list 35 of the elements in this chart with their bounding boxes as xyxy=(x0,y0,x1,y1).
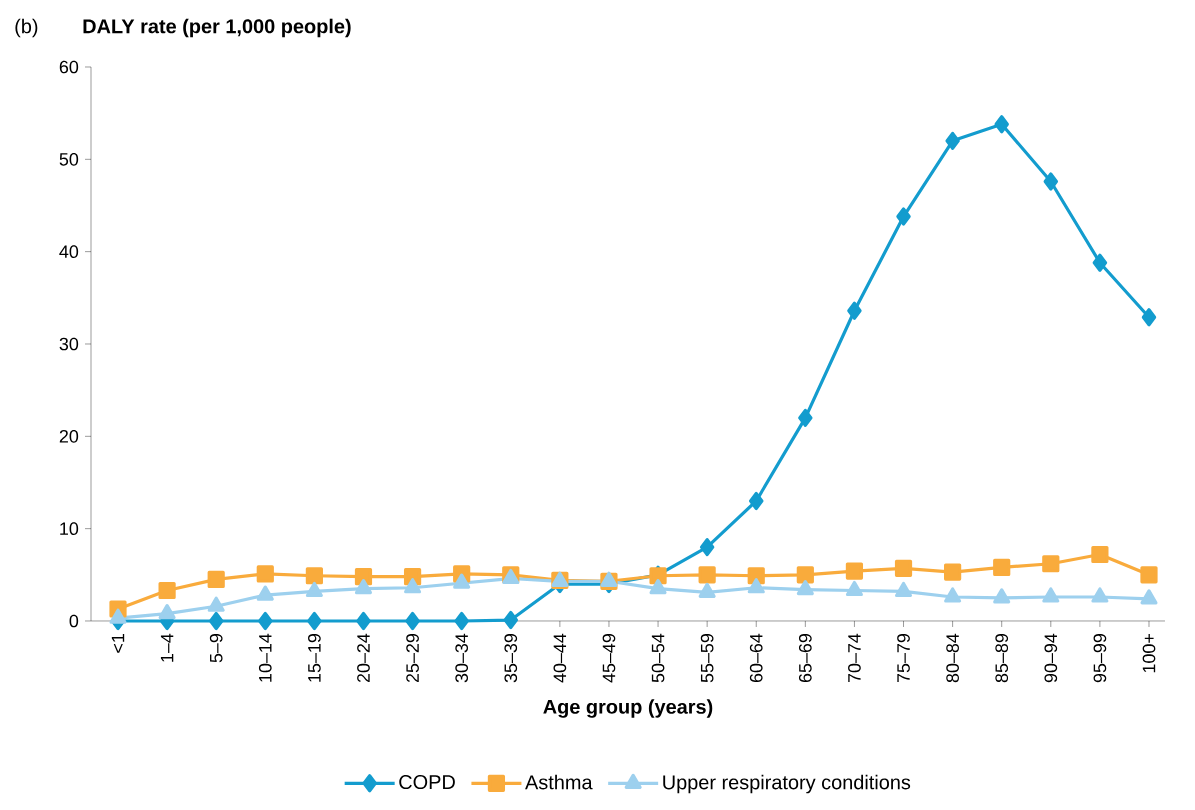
x-tick-label: 50–54 xyxy=(651,633,665,683)
y-tick-label: 10 xyxy=(60,522,79,535)
x-tick-label: 35–39 xyxy=(504,634,518,683)
x-tick-label: 80–84 xyxy=(946,633,959,683)
x-tick-label: 1–4 xyxy=(160,633,174,662)
y-tick-label: 30 xyxy=(59,337,79,351)
y-axis-title: DALY rate (per 1,000 people) xyxy=(83,18,351,38)
x-tick-label: 60–64 xyxy=(749,633,763,683)
x-tick-label: 55–59 xyxy=(700,634,714,683)
x-tick-label: 95–99 xyxy=(1093,634,1107,683)
x-axis-title: Age group (years) xyxy=(543,699,713,718)
x-tick-label: 70–74 xyxy=(848,633,861,683)
x-tick-label: 25–29 xyxy=(406,634,419,683)
y-tick-label: 60 xyxy=(59,60,79,74)
x-tick-label: 100+ xyxy=(1142,634,1156,673)
y-tick-label: 20 xyxy=(59,429,79,443)
legend-label: Asthma xyxy=(525,774,593,790)
x-tick-label: 45–49 xyxy=(602,634,616,683)
y-tick-label: 40 xyxy=(59,245,79,258)
x-tick-label: 10–14 xyxy=(258,633,272,682)
x-tick-label: 75–79 xyxy=(897,634,910,683)
legend-label: COPD xyxy=(399,775,455,790)
x-tick-label: <1 xyxy=(111,634,125,653)
x-tick-label: 20–24 xyxy=(357,633,370,683)
legend-label: Upper respiratory conditions xyxy=(663,774,911,794)
y-tick-label: 50 xyxy=(59,152,79,166)
x-tick-label: 85–89 xyxy=(995,634,1009,683)
x-tick-label: 65–69 xyxy=(798,634,812,683)
y-tick-label: 0 xyxy=(69,614,79,628)
x-tick-label: 90–94 xyxy=(1044,633,1058,683)
chart-title: (b) xyxy=(15,18,38,38)
x-tick-label: 15–19 xyxy=(308,634,321,682)
x-tick-label: 30–34 xyxy=(455,633,469,683)
x-tick-label: 40–44 xyxy=(553,633,567,683)
x-tick-label: 5–9 xyxy=(209,634,223,663)
